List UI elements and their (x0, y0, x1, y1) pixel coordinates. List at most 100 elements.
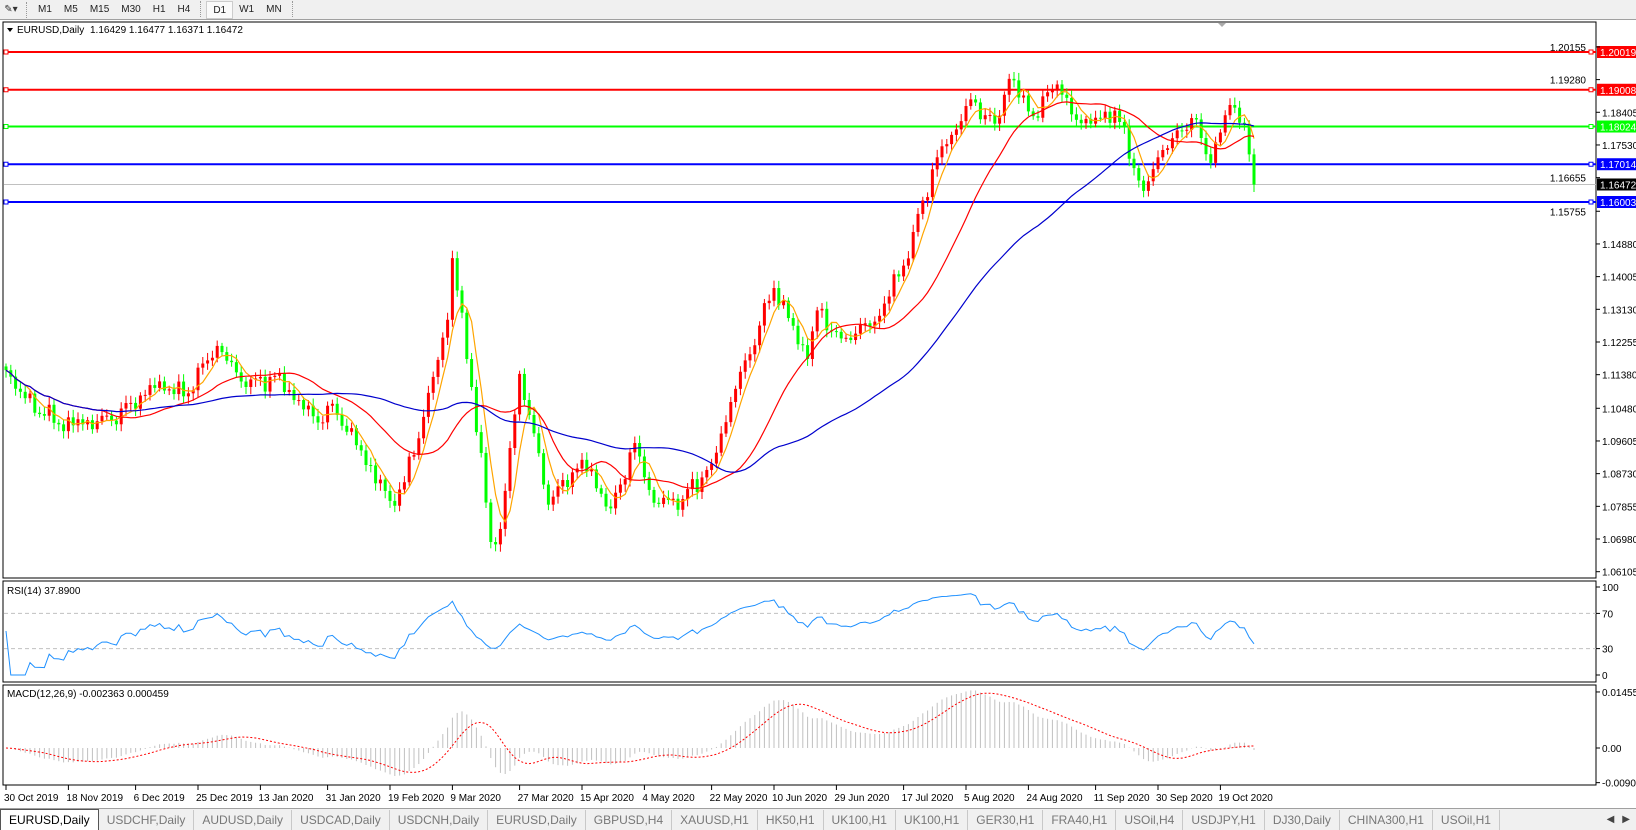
candle-body (125, 403, 128, 408)
candle-body (955, 129, 958, 134)
macd-label: MACD(12,26,9) -0.002363 0.000459 (7, 689, 169, 700)
macd-tick-label: 0.014556 (1602, 688, 1636, 699)
candle-body (235, 362, 238, 372)
candle-body (24, 392, 27, 398)
tab-dj30-daily[interactable]: DJ30,Daily (1265, 810, 1340, 830)
tab-usoil-h1[interactable]: USOil,H1 (1433, 810, 1500, 830)
candle-body (936, 157, 939, 169)
candle-body (1080, 120, 1083, 123)
tab-usdchf-daily[interactable]: USDCHF,Daily (99, 810, 195, 830)
candle-body (859, 325, 862, 334)
candle-body (336, 404, 339, 415)
candle-body (1171, 138, 1174, 148)
tab-hk50-h1[interactable]: HK50,H1 (758, 810, 824, 830)
candle-body (1181, 130, 1184, 131)
candle-body (686, 489, 689, 499)
main-pane[interactable] (3, 22, 1596, 578)
tab-usdcnh-daily[interactable]: USDCNH,Daily (390, 810, 488, 830)
rsi-pane[interactable] (3, 581, 1596, 682)
tab-usoil-h4[interactable]: USOil,H4 (1116, 810, 1183, 830)
chart-symbol-title: EURUSD,Daily (17, 25, 84, 36)
candle-body (801, 344, 804, 345)
candle-body (485, 453, 488, 503)
candle-body (365, 450, 368, 465)
tab-eurusd-daily[interactable]: EURUSD,Daily (488, 810, 586, 830)
candle-body (797, 326, 800, 344)
candle-body (350, 428, 353, 432)
candle-body (773, 288, 776, 301)
tab-xauusd-h1[interactable]: XAUUSD,H1 (672, 810, 758, 830)
macd-pane[interactable] (3, 685, 1596, 785)
tab-uk100-h1[interactable]: UK100,H1 (896, 810, 968, 830)
rsi-tick-label: 30 (1602, 645, 1614, 656)
candle-body (499, 529, 502, 544)
candle-body (1109, 112, 1112, 123)
candle-body (1008, 79, 1011, 95)
candle-body (763, 303, 766, 325)
tab-usdcad-daily[interactable]: USDCAD,Daily (292, 810, 390, 830)
candle-body (456, 258, 459, 290)
tab-eurusd-daily[interactable]: EURUSD,Daily (0, 809, 99, 830)
candle-body (600, 488, 603, 493)
tab-fra40-h1[interactable]: FRA40,H1 (1043, 810, 1116, 830)
candle-body (974, 99, 977, 102)
price-tick-label: 1.14005 (1602, 273, 1636, 284)
candle-body (960, 121, 963, 129)
candle-body (317, 416, 320, 422)
tab-uk100-h1[interactable]: UK100,H1 (824, 810, 896, 830)
candle-body (225, 352, 228, 361)
candle-body (475, 387, 478, 432)
candle-body (845, 338, 848, 339)
level-handle-right (1589, 200, 1593, 204)
tab-scroll-left-icon[interactable]: ◀ (1607, 814, 1615, 825)
candle-body (729, 402, 732, 422)
tab-scroll-right-icon[interactable]: ▶ (1622, 814, 1630, 825)
candle-body (1233, 105, 1236, 108)
candle-body (624, 479, 627, 484)
candle-body (288, 390, 291, 392)
candle-body (341, 415, 344, 426)
candle-body (182, 382, 185, 397)
candle-body (816, 310, 819, 331)
candle-body (739, 372, 742, 389)
date-tick-label: 29 Jun 2020 (834, 793, 889, 804)
level-handle-left (4, 50, 8, 54)
rsi-tick-label: 70 (1602, 609, 1614, 620)
candle-body (941, 146, 944, 157)
candle-body (230, 361, 233, 362)
candle-body (101, 416, 104, 421)
candle-body (513, 414, 516, 448)
level-handle-left (4, 88, 8, 92)
rsi-tick-label: 0 (1602, 671, 1608, 682)
candle-body (888, 297, 891, 304)
tab-scroll: ◀ ▶ (1607, 814, 1636, 825)
level-handle-right (1589, 162, 1593, 166)
candle-body (139, 396, 142, 409)
candle-body (897, 274, 900, 276)
candle-body (749, 354, 752, 360)
candle-body (744, 360, 747, 371)
price-tick-label: 1.08730 (1602, 470, 1636, 481)
candle-body (38, 413, 41, 414)
candle-body (921, 200, 924, 213)
tab-ger30-h1[interactable]: GER30,H1 (968, 810, 1043, 830)
tab-usdjpy-h1[interactable]: USDJPY,H1 (1183, 810, 1264, 830)
tab-china300-h1[interactable]: CHINA300,H1 (1340, 810, 1433, 830)
candle-body (1229, 105, 1232, 115)
candle-body (1142, 181, 1145, 191)
candle-body (1248, 124, 1251, 155)
date-tick-label: 22 May 2020 (710, 793, 768, 804)
tab-gbpusd-h4[interactable]: GBPUSD,H4 (586, 810, 672, 830)
candle-body (504, 491, 507, 529)
candle-body (629, 452, 632, 479)
price-tick-label: 1.09605 (1602, 437, 1636, 448)
macd-tick-label: -0.00900 (1602, 779, 1636, 790)
candle-body (945, 144, 948, 146)
date-tick-label: 27 Mar 2020 (518, 793, 575, 804)
candle-body (609, 507, 612, 509)
candle-body (384, 480, 387, 491)
date-tick-label: 31 Jan 2020 (326, 793, 381, 804)
candle-body (494, 542, 497, 544)
tab-audusd-daily[interactable]: AUDUSD,Daily (194, 810, 292, 830)
